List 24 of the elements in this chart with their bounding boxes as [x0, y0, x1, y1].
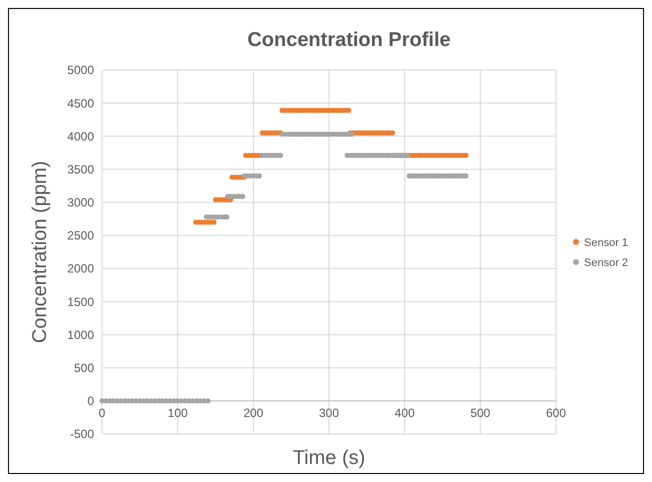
x-tick-label: 600: [546, 406, 566, 420]
y-tick-label: 1000: [67, 328, 94, 342]
y-tick-label: 3500: [67, 162, 94, 176]
x-tick-label: 400: [394, 406, 415, 420]
y-tick-label: 2000: [67, 262, 94, 276]
y-tick-label: -500: [70, 427, 94, 442]
y-axis-title: Concentration (ppm): [29, 160, 51, 344]
y-tick-label: 2500: [67, 228, 94, 243]
x-tick-label: 100: [168, 406, 188, 420]
x-tick-label: 0: [98, 406, 106, 420]
y-tick-label: 500: [74, 361, 94, 376]
legend-label: Sensor 2: [584, 256, 628, 269]
y-tick-label: 3000: [67, 196, 94, 210]
x-tick-label: 500: [470, 406, 491, 420]
x-tick-label: 200: [243, 406, 264, 420]
legend-label: Sensor 1: [584, 236, 628, 249]
x-axis-title: Time (s): [292, 447, 366, 469]
y-tick-label: 0: [87, 394, 94, 408]
x-tick-label: 300: [318, 406, 340, 420]
y-tick-label: 5000: [67, 63, 94, 78]
y-tick-label: 4000: [67, 129, 94, 144]
y-tick-label: 4500: [67, 96, 94, 110]
y-tick-label: 1500: [67, 294, 94, 309]
chart-title: Concentration Profile: [247, 29, 451, 51]
